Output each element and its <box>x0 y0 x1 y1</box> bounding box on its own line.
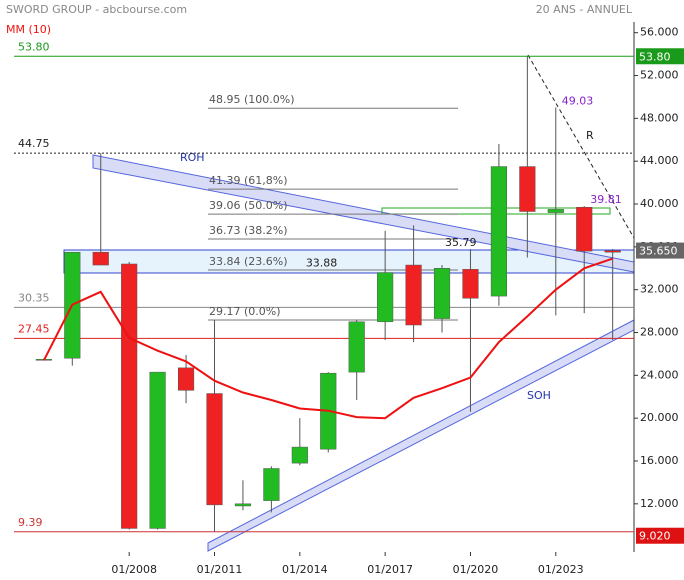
chart-subtitle: 20 ANS - ANNUEL <box>536 3 633 16</box>
point-label: 49.03 <box>562 94 594 107</box>
y-tick-label: 24.000 <box>640 368 679 381</box>
fib-label: 39.06 (50.0%) <box>209 199 288 212</box>
candle-body <box>462 269 479 299</box>
ma-legend: MM (10) <box>6 23 51 36</box>
y-tick-label: 52.000 <box>640 69 679 82</box>
drawings <box>63 54 635 552</box>
level-label: 53.80 <box>18 40 50 53</box>
x-tick-label: 01/2014 <box>282 563 328 576</box>
point-label: 33.88 <box>306 257 338 270</box>
candle-body <box>519 166 536 212</box>
candle-body <box>604 250 621 253</box>
y-tick-label: 48.000 <box>640 111 679 124</box>
y-tick-label: 40.000 <box>640 197 679 210</box>
candle-body <box>121 263 138 529</box>
candle-body <box>377 272 394 323</box>
candle-body <box>234 503 252 507</box>
price-tag <box>636 242 684 259</box>
candle-body <box>547 209 564 213</box>
fib-label: 48.95 (100.0%) <box>209 93 295 106</box>
y-tick-label: 20.000 <box>640 411 679 424</box>
level-label: 44.75 <box>18 137 50 150</box>
candle-body <box>576 206 593 252</box>
candle-body <box>263 468 280 501</box>
price-tag-label: 35.650 <box>639 245 678 258</box>
x-tick-label: 01/2020 <box>453 563 499 576</box>
y-tick-label: 32.000 <box>640 283 679 296</box>
price-tag <box>636 527 684 544</box>
chart-title: SWORD GROUP - abcbourse.com <box>6 3 187 16</box>
level-label: 27.45 <box>18 322 50 335</box>
candle-body <box>433 268 451 319</box>
y-tick-label: 16.000 <box>640 454 679 467</box>
trend-line <box>527 54 635 239</box>
price-tag-label: 53.80 <box>639 50 671 63</box>
y-tick-label: 44.000 <box>640 154 679 167</box>
level-label: 30.35 <box>18 291 50 304</box>
candle-body <box>149 371 166 529</box>
annotation: ROH <box>180 151 205 164</box>
candle-body <box>92 251 109 266</box>
fib-label: 36.73 (38.2%) <box>209 224 288 237</box>
point-label: 35.79 <box>445 236 477 249</box>
x-tick-label: 01/2011 <box>197 563 243 576</box>
annotation: SOH <box>527 389 551 402</box>
candle-body <box>348 321 365 373</box>
fib-label: 29.17 (0.0%) <box>209 305 281 318</box>
price-tag <box>636 48 684 65</box>
y-tick-label: 12.000 <box>640 497 679 510</box>
candle-body <box>206 393 223 506</box>
candle-body <box>177 367 195 391</box>
candle-body <box>405 264 422 326</box>
candle-body <box>291 446 308 464</box>
level-label: 9.39 <box>18 516 43 529</box>
annotation: R <box>586 129 594 142</box>
soh-channel <box>207 319 635 552</box>
x-tick-label: 01/2008 <box>111 563 157 576</box>
point-label: 39.81 <box>590 193 622 206</box>
y-tick-label: 56.000 <box>640 26 679 39</box>
x-tick-label: 01/2017 <box>367 563 413 576</box>
fib-label: 41.39 (61,8%) <box>209 174 288 187</box>
ma-line <box>43 257 614 420</box>
x-tick-label: 01/2023 <box>538 563 584 576</box>
fib-label: 33.84 (23.6%) <box>209 255 288 268</box>
candle-body <box>490 166 507 297</box>
y-tick-label: 28.000 <box>640 326 679 339</box>
price-tag-label: 9.020 <box>639 530 671 543</box>
